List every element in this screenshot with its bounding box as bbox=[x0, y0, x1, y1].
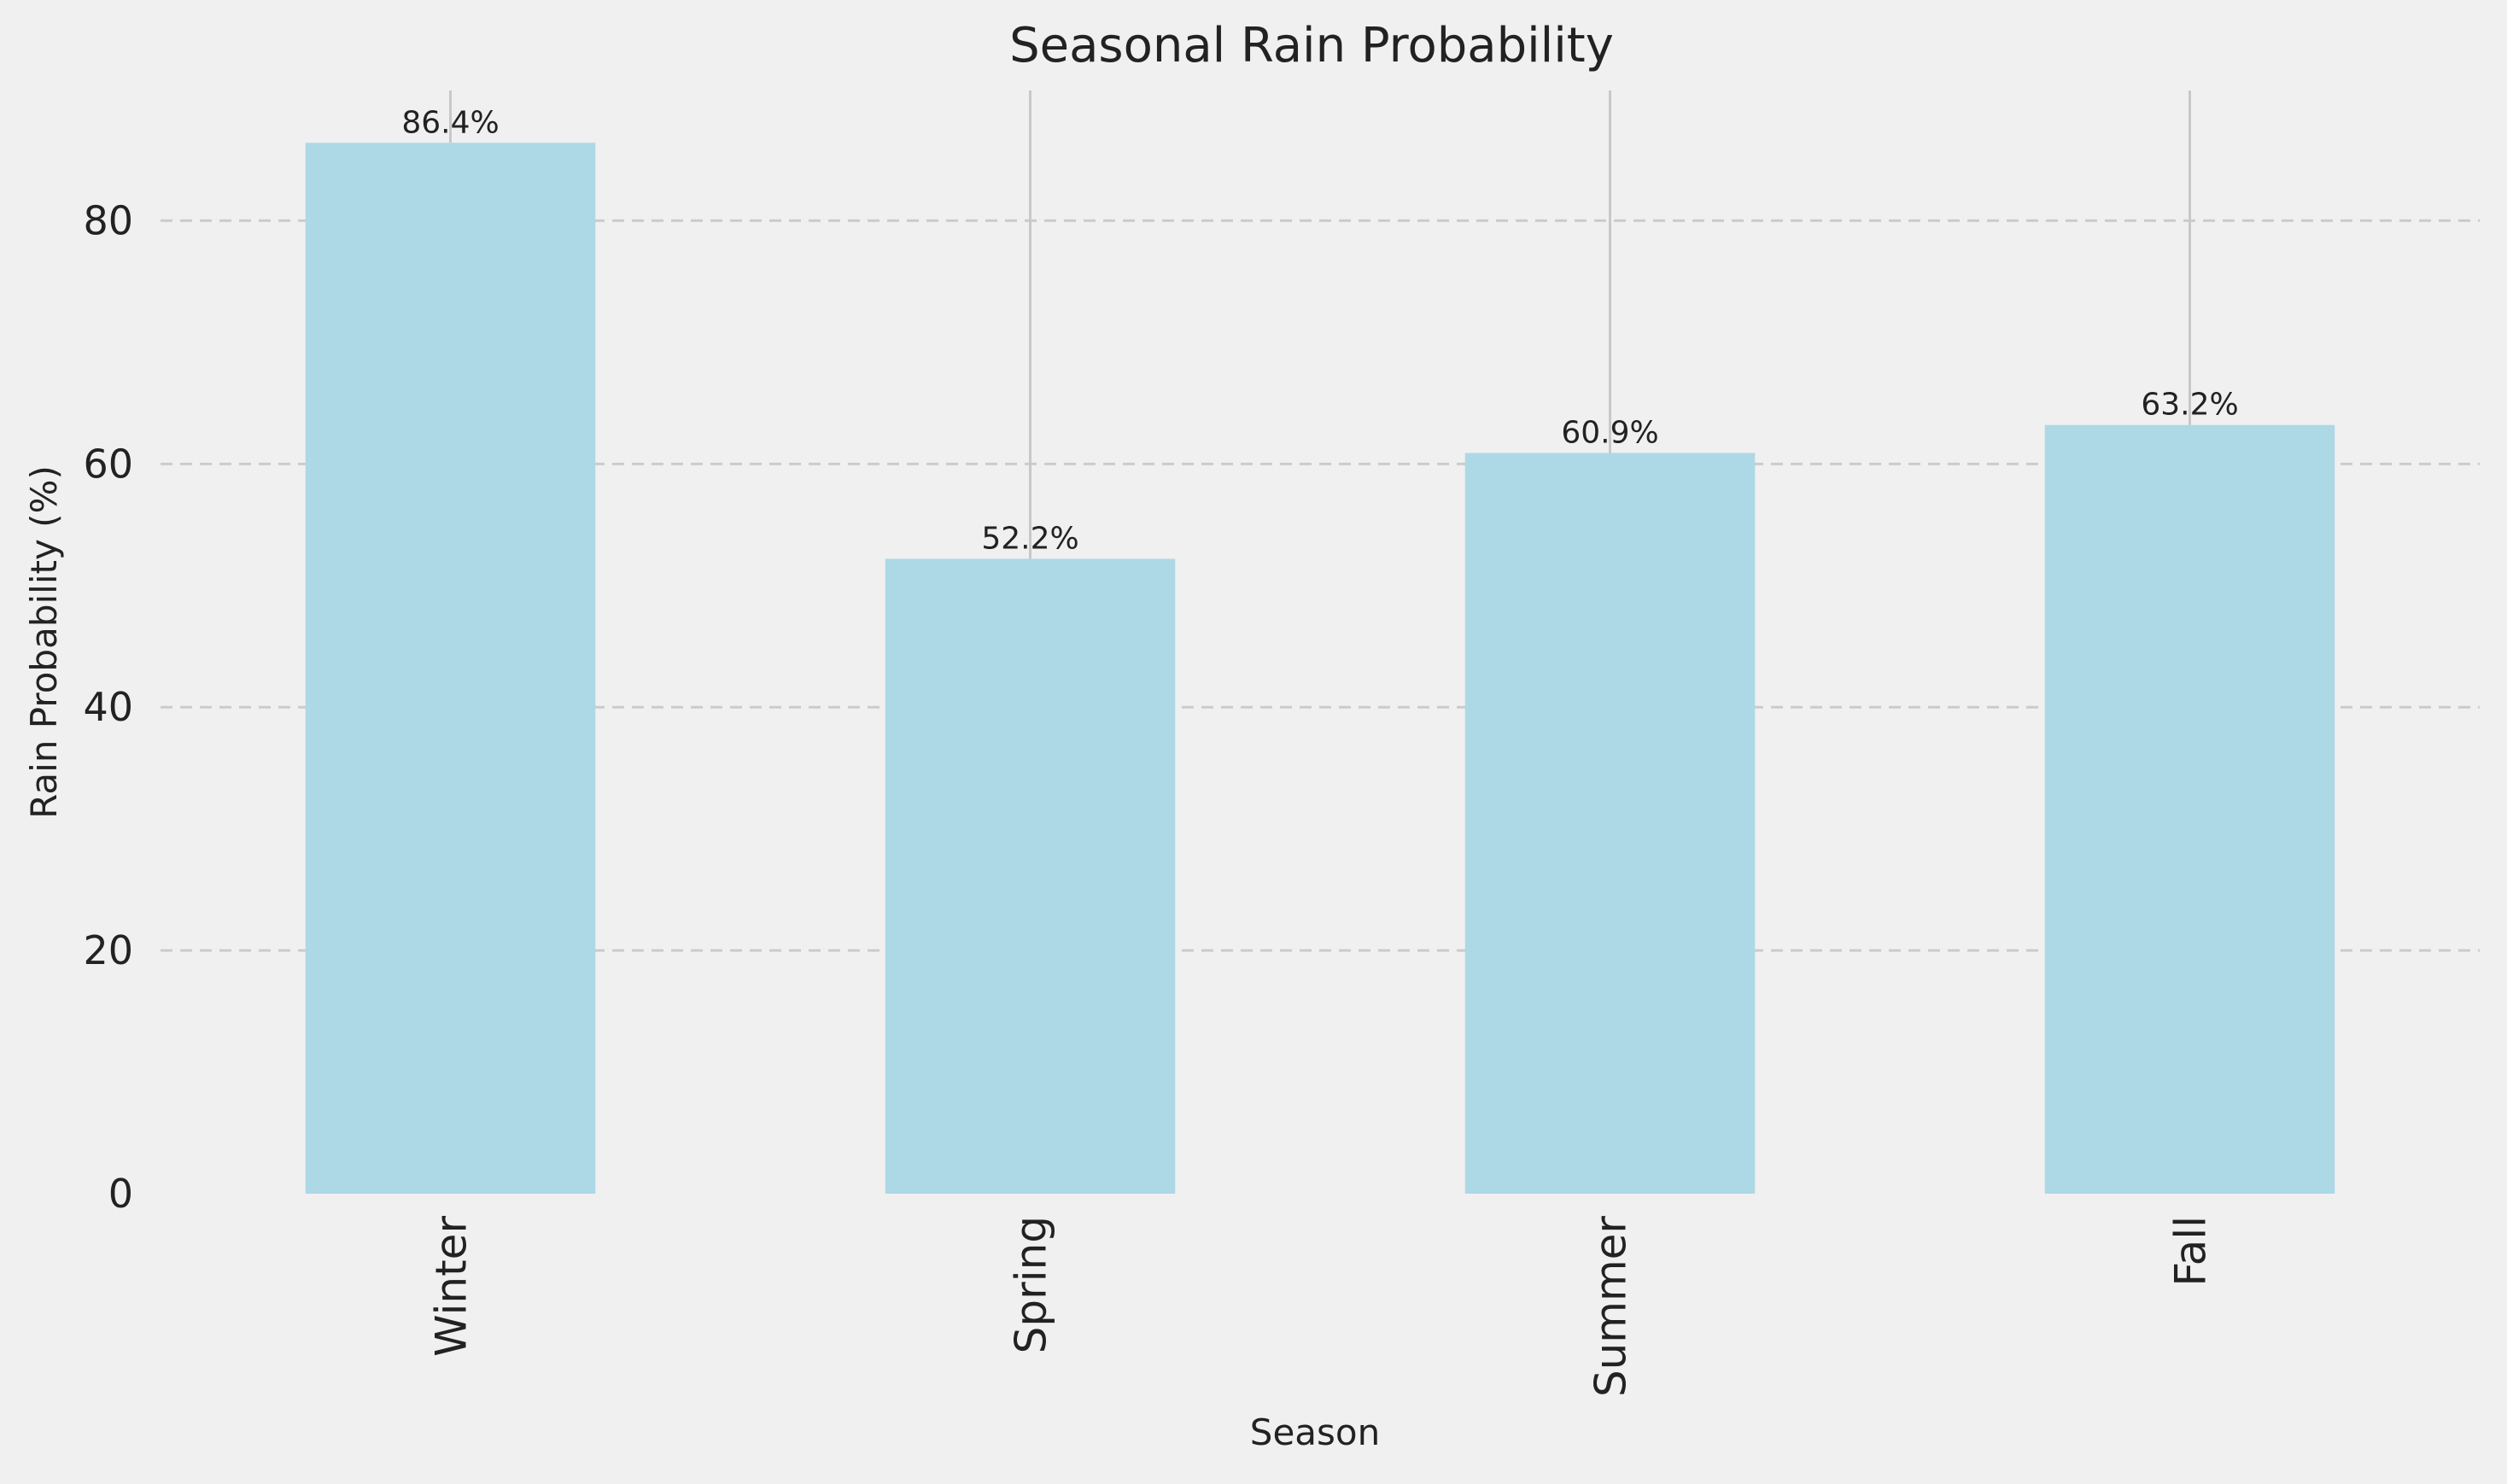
y-tick-label: 60 bbox=[83, 441, 133, 487]
bar-winter bbox=[305, 143, 596, 1195]
x-tick-label: Fall bbox=[2166, 1216, 2216, 1287]
bar-summer bbox=[1464, 453, 1756, 1194]
x-tick-label: Summer bbox=[1587, 1216, 1636, 1398]
bars-layer bbox=[305, 143, 2335, 1195]
data-label: 63.2% bbox=[2141, 388, 2238, 423]
x-axis-label: Season bbox=[1250, 1411, 1380, 1453]
bar-spring bbox=[885, 558, 1176, 1194]
y-axis-label: Rain Probability (%) bbox=[23, 465, 65, 819]
data-label: 86.4% bbox=[401, 105, 499, 140]
y-tick-label: 0 bbox=[108, 1171, 133, 1217]
x-tick-label: Spring bbox=[1007, 1216, 1056, 1353]
y-ticks-layer: 0 20 40 60 80 bbox=[83, 197, 133, 1217]
data-labels-layer: 86.4% 52.2% 60.9% 63.2% bbox=[401, 105, 2238, 556]
x-tick-label: Winter bbox=[427, 1216, 476, 1357]
y-tick-label: 40 bbox=[83, 684, 133, 730]
y-tick-label: 20 bbox=[83, 927, 133, 973]
y-tick-label: 80 bbox=[83, 197, 133, 243]
bar-fall bbox=[2044, 424, 2335, 1195]
data-label: 52.2% bbox=[981, 521, 1078, 556]
chart-title: Seasonal Rain Probability bbox=[1009, 18, 1614, 73]
error-lines-layer bbox=[449, 91, 2191, 559]
data-label: 60.9% bbox=[1561, 415, 1658, 450]
x-ticks-layer: Winter Spring Summer Fall bbox=[427, 1216, 2216, 1398]
